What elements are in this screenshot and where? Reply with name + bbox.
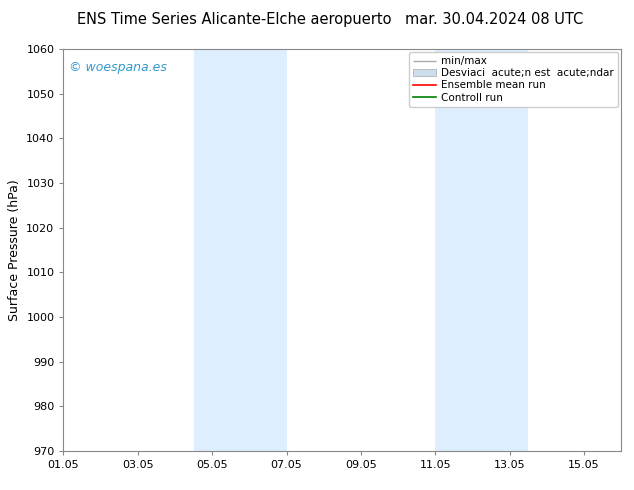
Y-axis label: Surface Pressure (hPa): Surface Pressure (hPa) bbox=[8, 179, 21, 321]
Text: mar. 30.04.2024 08 UTC: mar. 30.04.2024 08 UTC bbox=[405, 12, 584, 27]
Bar bbox=[193, 49, 287, 451]
Legend: min/max, Desviaci  acute;n est  acute;ndar, Ensemble mean run, Controll run: min/max, Desviaci acute;n est acute;ndar… bbox=[409, 52, 618, 107]
Text: © woespana.es: © woespana.es bbox=[69, 61, 167, 74]
Text: ENS Time Series Alicante-Elche aeropuerto: ENS Time Series Alicante-Elche aeropuert… bbox=[77, 12, 392, 27]
Bar bbox=[436, 49, 528, 451]
